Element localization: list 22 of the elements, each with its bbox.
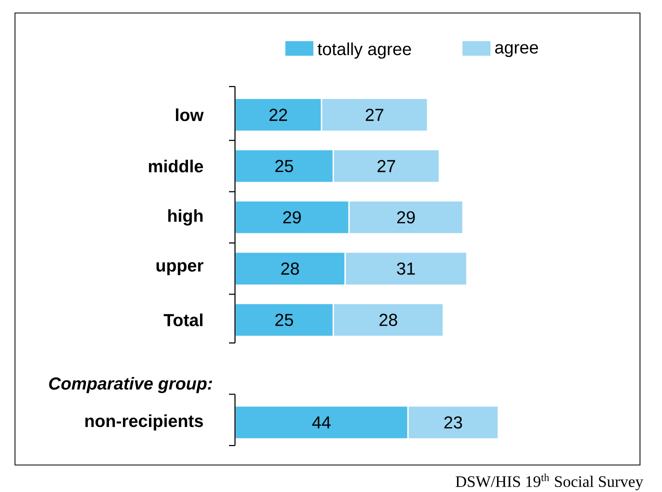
data-label: 31 [397, 262, 415, 275]
data-label: 28 [380, 314, 398, 326]
data-label: 27 [366, 108, 384, 121]
data-label: 28 [281, 262, 299, 275]
legend-label: agree [495, 44, 538, 58]
y-tick-label: middle [148, 160, 204, 172]
y-tick-label: high [168, 209, 203, 226]
data-label: 27 [378, 160, 396, 172]
data-label: 22 [269, 108, 287, 121]
y-tick-label: upper [156, 262, 204, 276]
legend-label: totally agree [318, 42, 411, 59]
data-label: 44 [312, 416, 331, 428]
text: DSW/HIS 19$^{th}$ Social Survey [456, 474, 644, 490]
data-label: 23 [444, 416, 462, 429]
y-tick-label: non-recipients [85, 414, 203, 431]
y-tick-label: low [176, 108, 204, 122]
text: Comparative group: [49, 376, 212, 394]
data-label: 29 [283, 211, 301, 224]
y-tick-label: Total [164, 314, 202, 326]
data-label: 29 [397, 211, 415, 224]
data-label: 25 [275, 160, 294, 172]
data-label: 25 [275, 314, 294, 326]
